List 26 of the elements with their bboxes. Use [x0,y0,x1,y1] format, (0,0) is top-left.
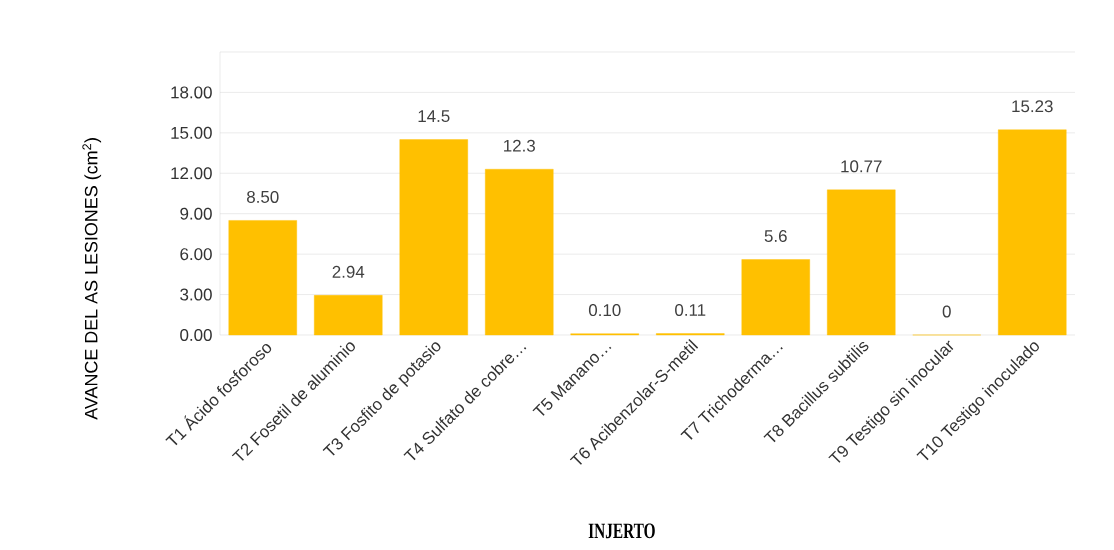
bar [399,139,468,336]
data-label: 0.11 [675,303,706,316]
y-axis-title: AVANCE DEL AS LESIONES (cm$^{2}$) [82,138,102,420]
data-label: 5.6 [764,230,787,243]
data-label: 2.94 [332,265,365,278]
y-tick-label: 0.00 [180,328,212,341]
bar [314,295,383,336]
y-tick-label: 15.00 [171,126,212,139]
bar [228,220,297,336]
data-label: 14.5 [418,110,450,123]
bar [485,169,554,336]
y-tick-label: 18.00 [171,86,212,99]
y-tick-label: 6.00 [180,248,212,261]
data-label: 0 [942,305,951,318]
y-tick-label: 12.00 [171,167,212,180]
data-label: 8.50 [247,190,279,203]
bar [741,259,810,336]
data-label: 10.77 [841,160,882,173]
bar [827,189,896,336]
data-label: 15.23 [1012,100,1053,113]
y-tick-label: 3.00 [180,288,212,301]
bar [998,129,1067,336]
x-axis-title: INJERTO [588,523,655,539]
data-label: 12.3 [504,139,535,152]
data-label: 0.10 [588,304,621,317]
y-tick-label: 9.00 [180,207,212,220]
